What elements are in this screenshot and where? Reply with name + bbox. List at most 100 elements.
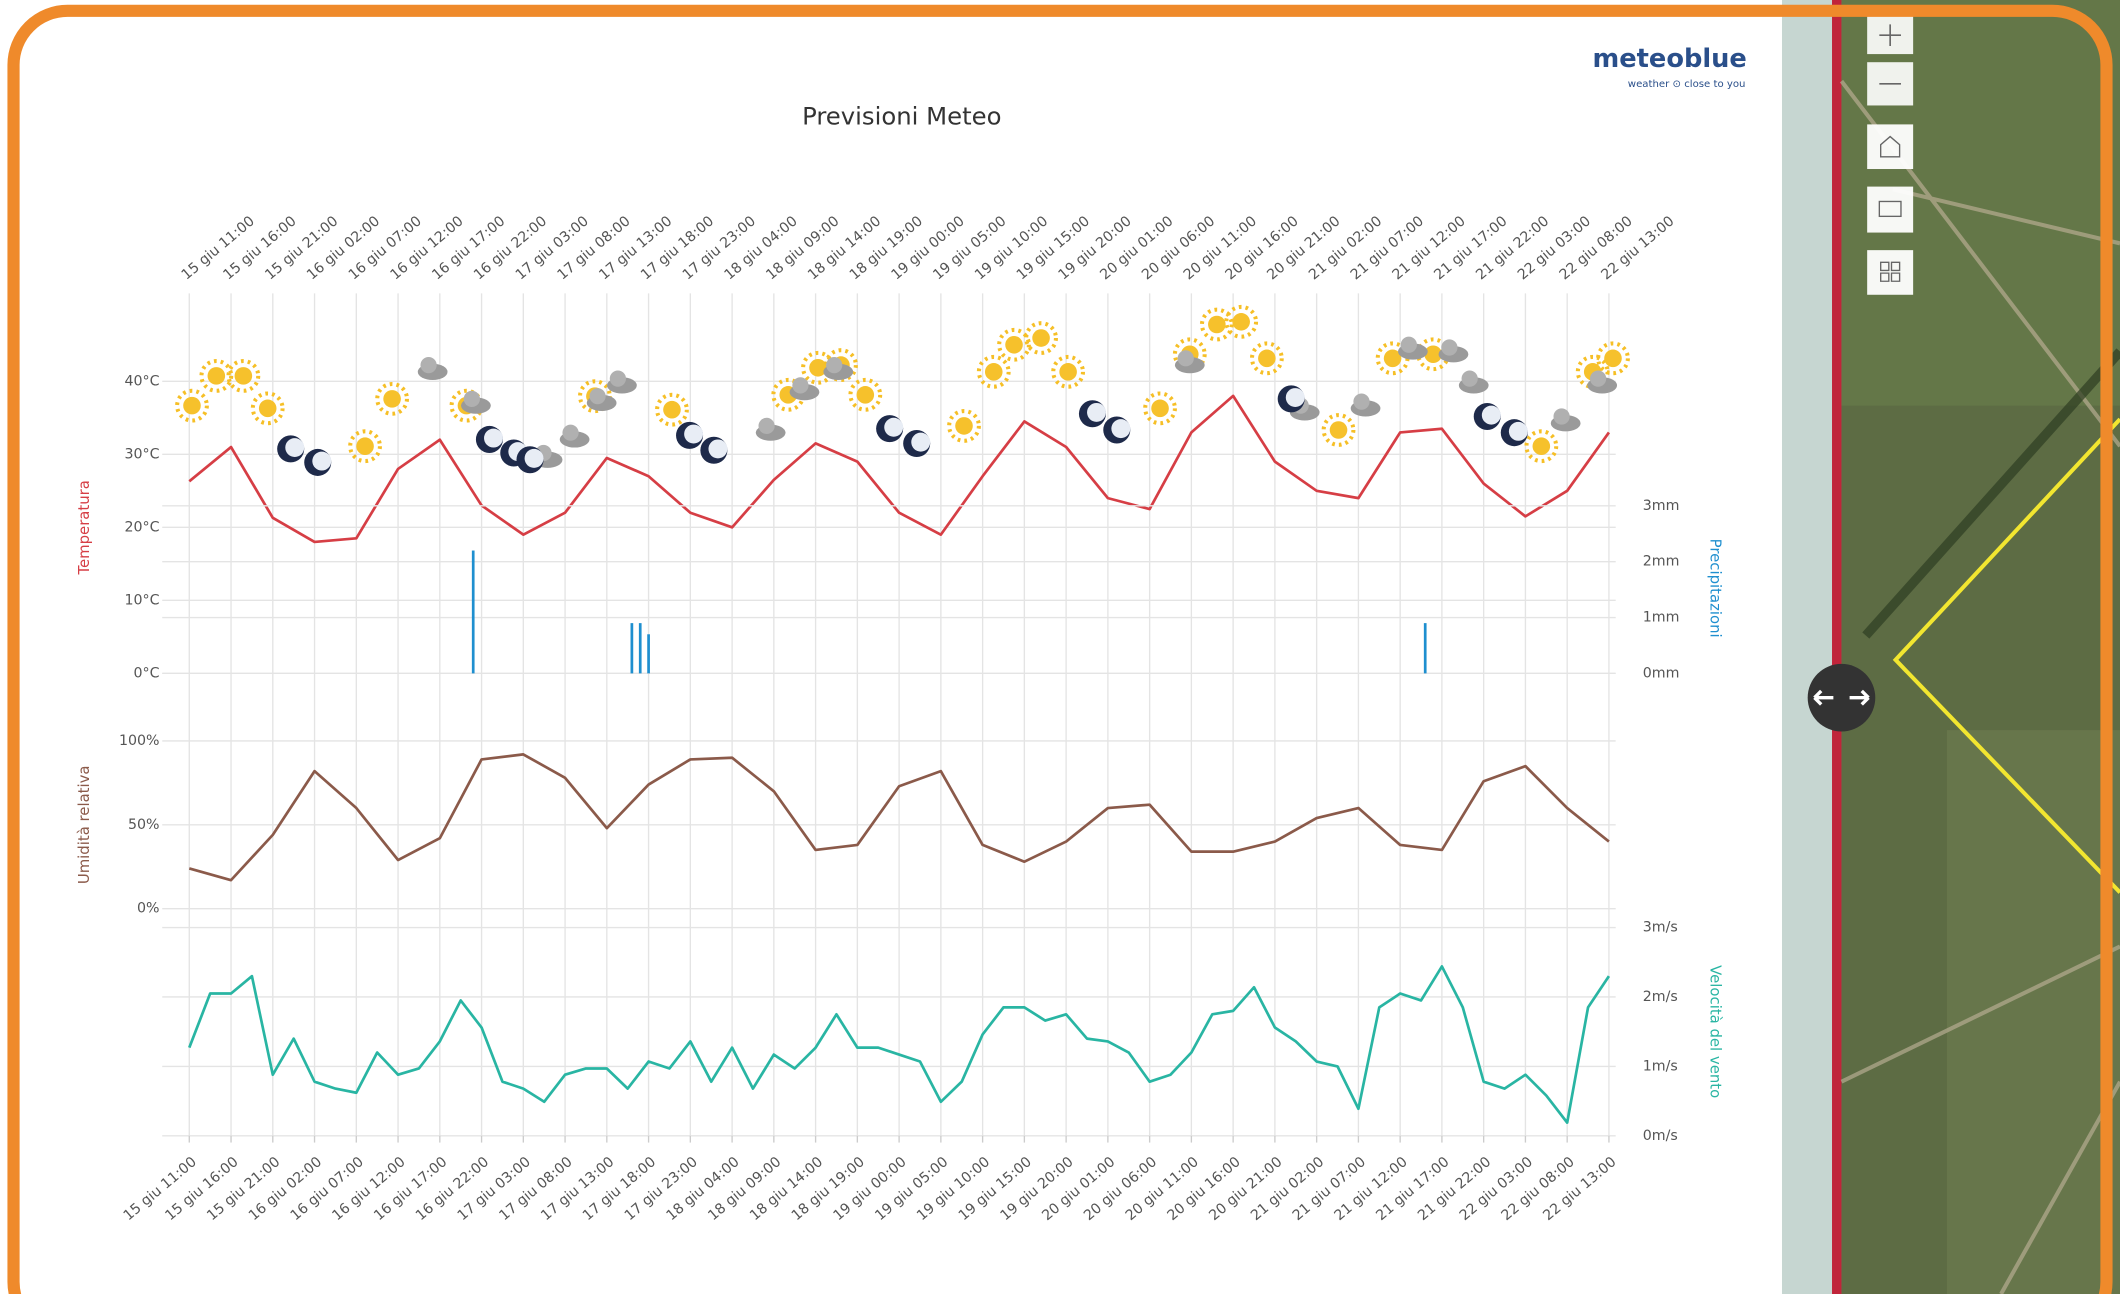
sun-icon — [1208, 315, 1226, 334]
cloud-icon — [1590, 370, 1607, 387]
sun-icon — [1032, 329, 1050, 347]
splitter-handle[interactable] — [1807, 663, 1876, 732]
sun-rays — [1172, 337, 1207, 372]
sun-icon — [356, 437, 374, 455]
home-button[interactable] — [1867, 124, 1914, 170]
cloud-icon — [609, 370, 626, 387]
sun-icon — [383, 390, 401, 408]
sun-icon — [809, 358, 827, 377]
moon-crescent — [884, 417, 904, 437]
cloud-icon — [589, 388, 606, 405]
sun-rays — [226, 358, 261, 393]
cloud-icon — [1441, 339, 1458, 356]
y-tick-label: 20°C — [124, 519, 159, 535]
cloud-icon — [1353, 393, 1370, 410]
y-tick-label: 2mm — [1643, 554, 1680, 570]
sun-icon — [234, 367, 253, 385]
bar — [630, 623, 634, 674]
home-icon — [1880, 135, 1901, 158]
sun-rays — [348, 429, 382, 464]
bar — [1423, 623, 1427, 674]
splitter-track — [1781, 0, 1833, 1294]
sun-rays — [824, 348, 858, 382]
sun-rays — [250, 391, 285, 426]
sun-rays — [1143, 391, 1177, 426]
cloud-icon — [1400, 336, 1417, 353]
data-line — [188, 394, 1611, 544]
bar — [647, 634, 650, 674]
moon-crescent — [1111, 419, 1131, 439]
y-tick-label: 1m/s — [1643, 1058, 1678, 1074]
moon-crescent — [1087, 402, 1106, 422]
map-controls — [1867, 16, 1914, 295]
y-tick-label: 50% — [128, 817, 160, 833]
moon-crescent — [684, 424, 704, 444]
cloud-icon — [1177, 350, 1194, 367]
cloud-icon — [1553, 408, 1570, 425]
sun-icon — [1005, 336, 1023, 354]
data-line — [188, 753, 1610, 882]
moon-crescent — [524, 448, 544, 468]
y-tick-label: 0°C — [134, 665, 160, 681]
sun-icon — [1059, 363, 1077, 381]
sun-rays — [655, 392, 689, 427]
y-tick-label: 0m/s — [1643, 1128, 1678, 1144]
logo: meteoblue — [1592, 44, 1746, 74]
moon-crescent — [285, 438, 305, 458]
bar — [638, 623, 642, 674]
y-tick-label: 10°C — [124, 592, 159, 608]
cloud-icon — [758, 417, 775, 435]
sun-rays — [199, 358, 234, 393]
sun-icon — [183, 396, 201, 415]
field-boundary — [1892, 417, 2120, 894]
frame — [7, 4, 2113, 1294]
grid-button[interactable] — [1867, 250, 1914, 295]
y-tick-label: 1mm — [1643, 610, 1680, 626]
sun-rays — [947, 409, 981, 443]
sun-rays — [1224, 304, 1259, 339]
y-axis-title: Temperatura — [75, 480, 93, 575]
sun-rays — [1051, 354, 1086, 389]
tree-row — [1862, 348, 2120, 639]
cloud-icon — [420, 356, 437, 374]
layers-icon — [1878, 200, 1902, 218]
y-tick-label: 3m/s — [1643, 920, 1678, 936]
sun-icon — [856, 386, 875, 404]
sun-icon — [258, 399, 277, 418]
sun-icon — [1329, 421, 1348, 439]
sun-icon — [1424, 345, 1442, 364]
field — [1946, 730, 2120, 1294]
sun-rays — [997, 327, 1031, 362]
sun-rays — [1249, 341, 1284, 376]
y-axis-title: Precipitazioni — [1706, 539, 1724, 638]
data-line — [188, 965, 1611, 1124]
sun-icon — [955, 417, 973, 435]
y-axis-title: Velocità del vento — [1706, 965, 1724, 1098]
sun-icon — [1604, 349, 1622, 368]
map-panel — [1781, 0, 2120, 1294]
y-tick-label: 3mm — [1643, 498, 1680, 514]
sun-rays — [375, 381, 409, 416]
bar — [471, 550, 475, 674]
handle-arrows — [1813, 689, 1870, 706]
sun-rays — [175, 388, 209, 423]
map-border — [1832, 0, 1842, 1294]
cloud-icon — [826, 356, 843, 374]
cloud-icon — [792, 377, 809, 394]
y-tick-label: 2m/s — [1643, 989, 1678, 1005]
grid-icon — [1880, 261, 1901, 282]
moon-crescent — [911, 432, 931, 452]
moon-crescent — [1508, 421, 1528, 441]
moon-crescent — [312, 451, 332, 471]
moon-crescent — [1481, 405, 1501, 425]
layers-button[interactable] — [1867, 186, 1914, 233]
cloud-icon — [463, 390, 480, 407]
sun-icon — [663, 400, 681, 419]
sun-rays — [848, 377, 883, 412]
sun-rays — [1596, 341, 1630, 376]
y-tick-label: 0mm — [1643, 665, 1680, 681]
sun-rays — [1199, 307, 1234, 342]
